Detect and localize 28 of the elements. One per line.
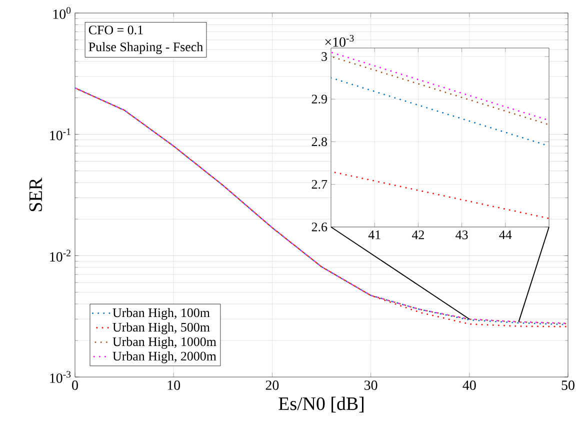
x-tick-label: 10	[168, 380, 180, 390]
x-tick-label: 50	[562, 380, 574, 390]
annotation: ×10$^{-3}$	[325, 34, 354, 47]
annotation: CFO = 0.1	[88, 26, 143, 34]
legend-label: Urban High, 500m	[112, 322, 210, 334]
y-tick-label: 10$^{-1}$	[50, 128, 70, 140]
y-tick-label: 10$^{-3}$	[50, 371, 71, 383]
y-tick-label: 2.8	[312, 137, 327, 146]
x-tick-label: 43	[456, 230, 468, 240]
y-tick-label: 2.7	[312, 180, 328, 189]
x-tick-label: 40	[462, 380, 476, 390]
x-tick-label: 20	[266, 380, 279, 390]
y-tick-label: 10$^{0}$	[53, 7, 71, 19]
annotation: Pulse Shaping - Fsech	[88, 42, 203, 54]
legend-label: Urban High, 2000m	[112, 351, 216, 364]
x-tick-label: 44	[499, 230, 512, 240]
y-axis-title: SER	[29, 178, 42, 212]
y-tick-label: 2.6	[312, 222, 328, 232]
y-tick-label: 10$^{-2}$	[50, 250, 70, 262]
legend-label: Urban High, 100m	[112, 308, 210, 320]
x-tick-label: 0	[72, 380, 78, 390]
x-tick-label: 41	[368, 230, 380, 240]
x-tick-label: 30	[364, 380, 378, 390]
x-axis-title: Es/N0 [dB]	[278, 396, 364, 412]
y-tick-label: 3	[322, 52, 327, 61]
y-tick-label: 2.9	[312, 94, 327, 104]
x-tick-label: 42	[412, 230, 424, 240]
legend-label: Urban High, 1000m	[112, 336, 216, 349]
